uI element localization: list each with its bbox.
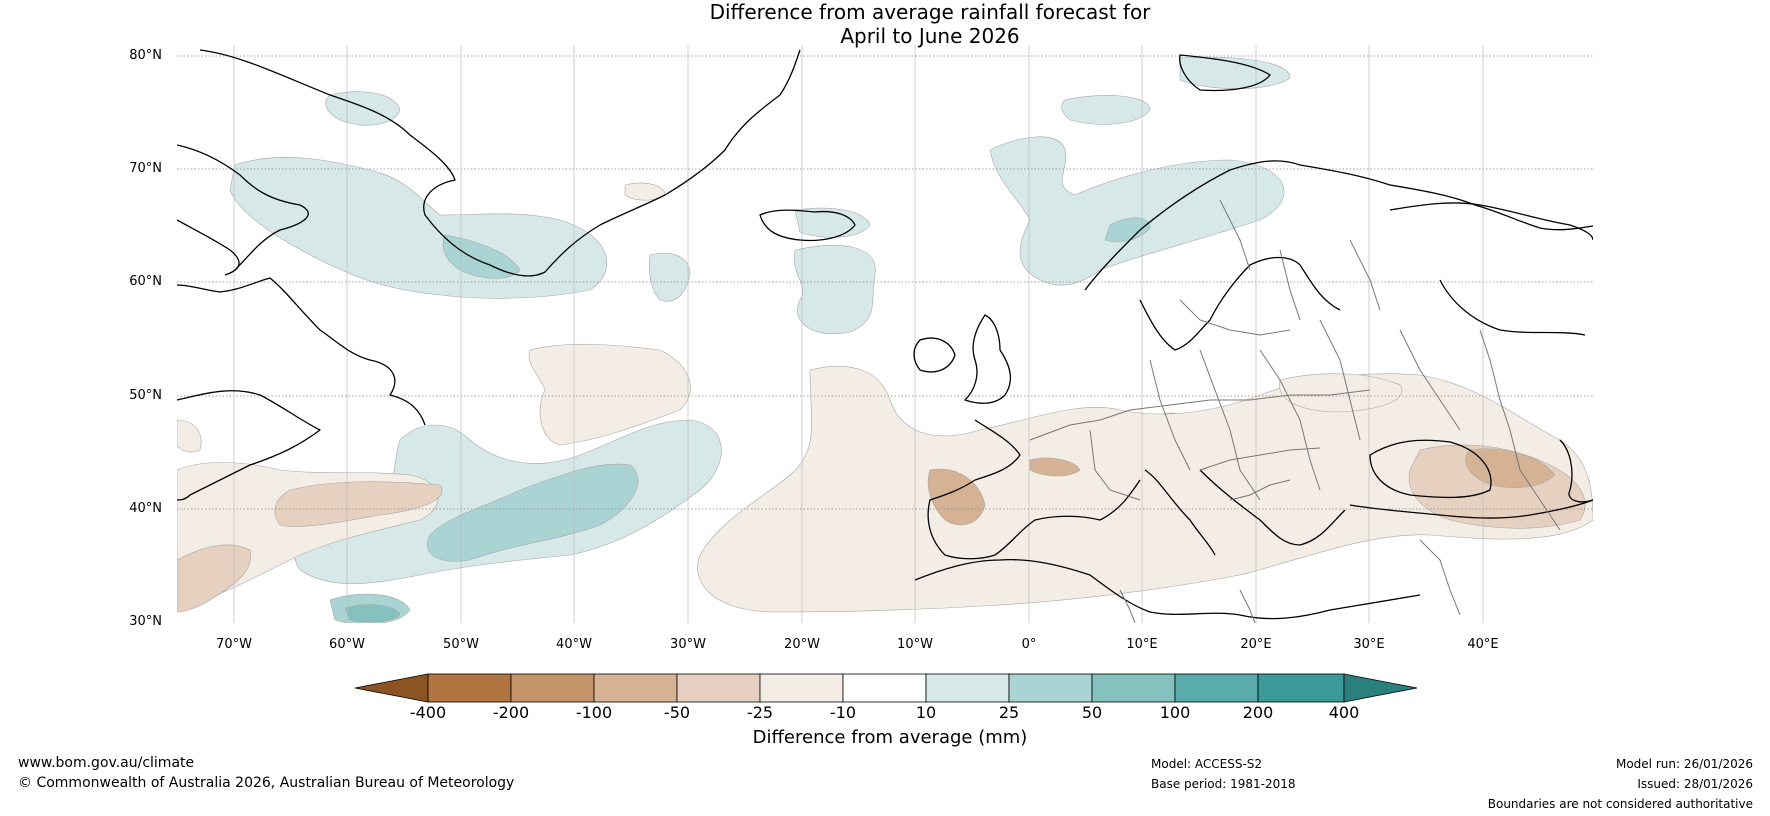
- coast-scandinavia: [1084, 160, 1593, 291]
- model-text: Model: ACCESS-S2: [1151, 757, 1263, 771]
- coast-baffin: [177, 219, 240, 276]
- colorbar-label: -100: [575, 703, 613, 722]
- lon-label-50w: 50°W: [443, 637, 479, 652]
- anomaly-shading: [177, 56, 1593, 623]
- model-run-text: Model run: 26/01/2026: [1615, 757, 1753, 771]
- coast-black-sea: [1369, 439, 1492, 499]
- colorbar-swatch-9: [1091, 673, 1176, 703]
- copyright-text: © Commonwealth of Australia 2026, Austra…: [18, 775, 515, 791]
- lat-label-70n: 70°N: [129, 161, 162, 176]
- colorbar-label: -200: [492, 703, 530, 722]
- colorbar-label: 400: [1328, 703, 1360, 722]
- colorbar-swatch-2: [510, 673, 595, 703]
- lon-label-0: 0°: [1021, 637, 1037, 652]
- colorbar-max-arrow: [1343, 673, 1418, 703]
- lat-label-80n: 80°N: [129, 48, 162, 63]
- coast-iceland: [759, 209, 856, 242]
- dry-zone-west-atlantic-mid: [274, 481, 443, 527]
- colorbar-label: 200: [1242, 703, 1274, 722]
- lon-label-30w: 30°W: [670, 637, 706, 652]
- lon-label-60w: 60°W: [329, 637, 365, 652]
- lon-label-10w: 10°W: [897, 637, 933, 652]
- wet-zone-svalbard-arctic: [1061, 95, 1151, 125]
- meridians: [233, 45, 1484, 623]
- title-line-2: April to June 2026: [840, 24, 1020, 48]
- dry-zone-nova-scotia: [177, 419, 202, 453]
- colorbar-swatch-7: [925, 673, 1010, 703]
- coast-kola: [1439, 279, 1586, 336]
- colorbar-label: 50: [1081, 703, 1103, 722]
- dry-zone-france: [1029, 457, 1081, 477]
- colorbar-label: -25: [746, 703, 774, 722]
- colorbar-swatch-8: [1008, 673, 1093, 703]
- wet-zone-norway-core: [1104, 217, 1151, 243]
- coast-canada-arctic: [177, 144, 309, 271]
- colorbar-swatch-5: [759, 673, 844, 703]
- lon-label-30e: 30°E: [1353, 637, 1385, 652]
- wet-zone-subtropical-core: [427, 463, 639, 562]
- country-borders: [1029, 199, 1561, 623]
- base-period-text: Base period: 1981-2018: [1151, 777, 1296, 791]
- lon-label-40w: 40°W: [556, 637, 592, 652]
- colorbar-label: -10: [829, 703, 857, 722]
- coast-gulf-stlawrence: [177, 390, 321, 501]
- graticule: [177, 55, 1593, 510]
- colorbar-swatch-10: [1174, 673, 1259, 703]
- coast-greenland: [199, 49, 801, 277]
- map-area: [177, 45, 1593, 623]
- coast-italy: [1144, 469, 1216, 556]
- coast-svalbard: [1179, 54, 1271, 92]
- lat-label-40n: 40°N: [129, 501, 162, 516]
- coastlines: [177, 49, 1593, 620]
- coast-sweden-baltic: [1139, 256, 1341, 351]
- map-title: Difference from average rainfall forecas…: [0, 0, 1770, 48]
- wet-zone-southwest-core: [344, 604, 401, 623]
- coast-caspian: [1559, 439, 1593, 503]
- colorbar-swatch-11: [1257, 673, 1345, 703]
- title-line-1: Difference from average rainfall forecas…: [709, 0, 1151, 24]
- colorbar-label: -50: [663, 703, 691, 722]
- wet-zone-iceland: [793, 245, 876, 334]
- dry-zone-eastern-europe: [1279, 373, 1403, 413]
- lon-label-40e: 40°E: [1467, 637, 1499, 652]
- coast-russia-arctic: [1389, 202, 1593, 241]
- colorbar: [354, 673, 1418, 703]
- wet-zone-norwegian-sea: [989, 136, 1285, 286]
- coast-great-britain: [964, 314, 1012, 404]
- colorbar-swatch-6: [842, 673, 927, 703]
- coast-labrador: [177, 277, 426, 426]
- dry-zone-central-atlantic: [528, 343, 691, 446]
- colorbar-label: 10: [915, 703, 937, 722]
- colorbar-swatch-3: [593, 673, 678, 703]
- coast-turkey: [1349, 499, 1593, 519]
- lon-label-10e: 10°E: [1126, 637, 1158, 652]
- lon-label-70w: 70°W: [216, 637, 252, 652]
- colorbar-swatch-1: [427, 673, 512, 703]
- lat-label-30n: 30°N: [129, 614, 162, 629]
- coast-europe-west: [927, 419, 1141, 560]
- dry-zone-turkey-core: [1465, 448, 1556, 489]
- dry-zone-southwest: [177, 544, 252, 613]
- colorbar-swatch-4: [676, 673, 761, 703]
- wet-zone-iceland-north: [794, 207, 871, 238]
- issued-text: Issued: 28/01/2026: [1637, 777, 1753, 791]
- colorbar-label: 25: [998, 703, 1020, 722]
- wet-zone-mid-atlantic: [649, 252, 691, 302]
- coast-ireland: [913, 337, 956, 373]
- disclaimer-text: Boundaries are not considered authoritat…: [1487, 797, 1753, 811]
- coast-balkans-greece: [1199, 469, 1346, 546]
- coast-north-africa: [914, 559, 1421, 620]
- lat-label-50n: 50°N: [129, 388, 162, 403]
- lon-label-20e: 20°E: [1240, 637, 1272, 652]
- colorbar-label: 100: [1159, 703, 1191, 722]
- lon-label-20w: 20°W: [784, 637, 820, 652]
- website-link[interactable]: www.bom.gov.au/climate: [18, 755, 195, 771]
- colorbar-min-arrow: [354, 673, 429, 703]
- wet-zone-greenland-core: [442, 234, 521, 279]
- colorbar-label: -400: [409, 703, 447, 722]
- colorbar-title: Difference from average (mm): [752, 727, 1028, 748]
- lat-label-60n: 60°N: [129, 274, 162, 289]
